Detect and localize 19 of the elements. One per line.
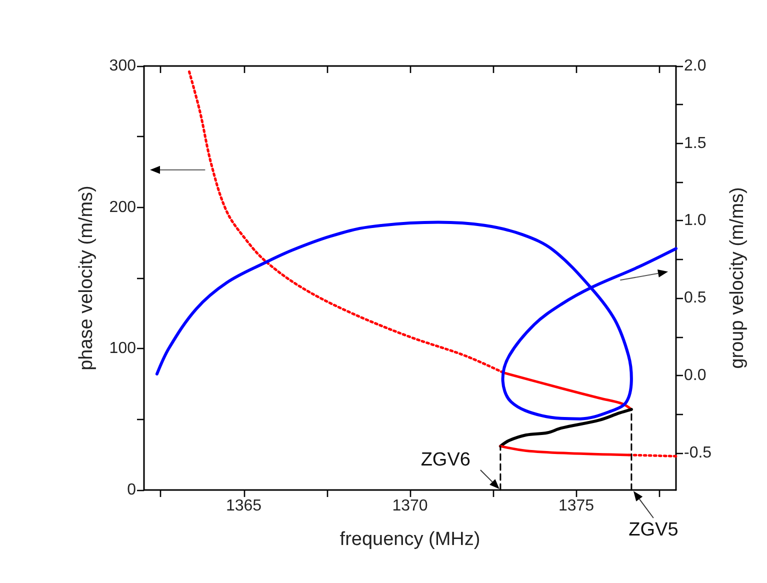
x-tick-label: 1370	[392, 498, 428, 514]
annotation: ZGV5	[628, 520, 678, 540]
y2-tick-label: 1.0	[684, 212, 706, 230]
y-tick-label: 200	[109, 198, 136, 216]
y2-tick-label: 0.5	[684, 290, 706, 307]
y2-axis-title: group velocity (m/ms)	[727, 187, 748, 369]
x-tick-label: 1375	[558, 498, 594, 514]
y-tick-label: 100	[109, 340, 136, 358]
annotation: ZGV6	[420, 450, 470, 470]
y2-tick-label: 2.0	[684, 58, 706, 74]
x-tick-label: 1365	[226, 498, 262, 514]
y-tick-label: 0	[127, 482, 136, 498]
y-tick-label: 300	[109, 58, 136, 74]
x-axis-title: frequency (MHz)	[340, 529, 480, 550]
y2-tick-label: 0.0	[684, 366, 706, 384]
y2-tick-label: 1.5	[684, 134, 706, 152]
y2-tick-label: -0.5	[684, 444, 712, 462]
y-axis-title: phase velocity (m/ms)	[76, 186, 97, 370]
line-series	[155, 220, 678, 420]
